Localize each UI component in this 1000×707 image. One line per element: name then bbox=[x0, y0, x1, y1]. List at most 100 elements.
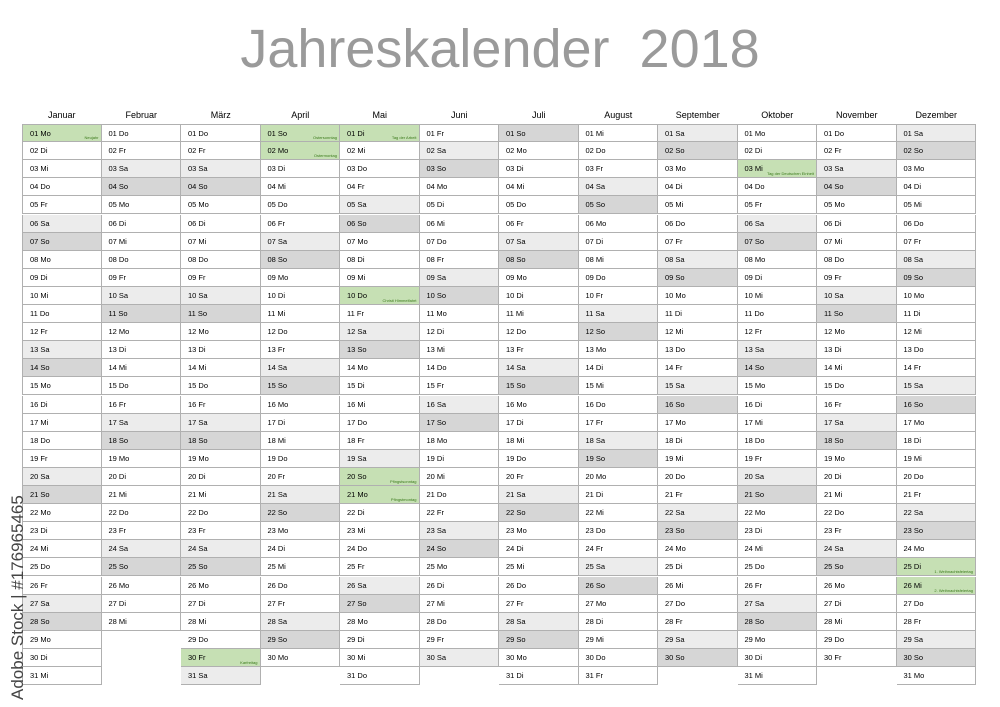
day-cell: 19 Mo bbox=[817, 449, 897, 468]
day-label: 31 Sa bbox=[188, 671, 208, 680]
day-label: 01 Do bbox=[824, 129, 845, 138]
day-label: 28 Mi bbox=[108, 616, 127, 626]
day-cell: 03 Sa bbox=[101, 160, 181, 179]
day-label: 06 Di bbox=[824, 218, 842, 228]
day-label: 27 So bbox=[347, 598, 367, 608]
day-label: 15 Do bbox=[188, 381, 209, 391]
day-label: 16 Fr bbox=[824, 399, 842, 409]
day-cell: 27 Mi bbox=[419, 594, 499, 613]
day-cell: 29 Mo bbox=[22, 630, 102, 649]
day-cell: 27 Sa bbox=[22, 594, 102, 613]
holiday-note: Tag der Deutschen Einheit bbox=[767, 171, 814, 177]
day-label: 28 Di bbox=[585, 616, 604, 626]
day-cell: 30 Fr bbox=[817, 648, 897, 667]
day-label: 13 Mo bbox=[585, 345, 607, 355]
day-label: 18 Di bbox=[903, 435, 922, 445]
day-cell: 18 Di bbox=[896, 431, 976, 450]
day-label: 20 Di bbox=[108, 471, 127, 481]
day-cell: 06 Mo bbox=[578, 214, 658, 233]
day-label: 17 Mi bbox=[30, 417, 49, 427]
day-cell: 31 Do bbox=[340, 667, 420, 686]
day-label: 25 So bbox=[108, 562, 129, 572]
day-cell: 25 Mo bbox=[419, 558, 499, 577]
day-label: 18 Mo bbox=[426, 435, 448, 445]
day-cell: 22 Do bbox=[817, 504, 897, 523]
day-cell: 07 Mi bbox=[101, 232, 181, 251]
day-cell: 29 So bbox=[499, 630, 579, 649]
day-label: 29 Mi bbox=[585, 634, 604, 644]
day-cell: 20 Di bbox=[817, 467, 897, 486]
day-label: 03 Fr bbox=[585, 164, 604, 174]
day-label: 20 Di bbox=[188, 471, 206, 481]
day-cell: 08 Mo bbox=[737, 250, 817, 269]
day-cell: 05 Fr bbox=[22, 196, 102, 215]
title: Jahreskalender 2018 bbox=[240, 19, 760, 79]
day-cell: 24 Fr bbox=[578, 540, 658, 559]
day-cell: 15 Mi bbox=[578, 377, 658, 396]
day-cell: 12 Fr bbox=[22, 323, 102, 342]
day-label: 21 Mo bbox=[347, 490, 368, 499]
day-label: 22 Di bbox=[347, 508, 365, 518]
day-cell: 30 Fr Karfreitag bbox=[181, 648, 261, 667]
day-label: 15 So bbox=[267, 381, 288, 391]
day-label: 16 Fr bbox=[188, 399, 206, 409]
month-name: Juli bbox=[531, 110, 546, 120]
day-label: 16 Di bbox=[744, 399, 763, 409]
day-label: 02 Di bbox=[744, 146, 763, 156]
day-label: 03 Sa bbox=[188, 164, 208, 174]
day-cell: 05 Mi bbox=[658, 196, 738, 215]
day-label: 11 Di bbox=[903, 309, 921, 318]
day-label: 26 Fr bbox=[744, 580, 763, 590]
day-label: 24 Sa bbox=[188, 544, 208, 554]
day-cell: 03 Mo bbox=[896, 160, 976, 179]
day-label: 06 Di bbox=[188, 218, 206, 228]
month-name: Juni bbox=[450, 110, 468, 120]
day-label: 30 Mi bbox=[347, 652, 366, 662]
day-label: 11 Mo bbox=[426, 309, 447, 318]
day-cell: 29 Mo bbox=[737, 630, 817, 649]
day-cell: 14 Do bbox=[419, 359, 499, 378]
day-cell: 28 Fr bbox=[658, 612, 738, 631]
day-cell: 18 Di bbox=[658, 431, 738, 450]
day-cell: 04 Mi bbox=[499, 178, 579, 197]
day-label: 18 Mi bbox=[267, 435, 286, 445]
holiday-note: Christi Himmelfahrt bbox=[382, 297, 417, 303]
day-label: 19 Di bbox=[426, 453, 445, 463]
day-cell: 12 Mi bbox=[658, 323, 738, 342]
day-cell: 28 Mo bbox=[340, 612, 420, 631]
day-cell: 29 Sa bbox=[658, 630, 738, 649]
day-cell: 29 Do bbox=[817, 630, 897, 649]
day-cell: 09 Di bbox=[22, 268, 102, 287]
day-label: 20 Sa bbox=[30, 471, 50, 481]
day-cell: 14 So bbox=[737, 359, 817, 378]
day-cell: 26 Mo bbox=[181, 576, 261, 595]
day-cell: 26 Mi bbox=[658, 576, 738, 595]
day-cell: 20 Mo bbox=[578, 467, 658, 486]
day-cell: 16 Di bbox=[22, 395, 102, 414]
day-label: 26 Mi bbox=[903, 580, 922, 590]
day-cell: 29 Di bbox=[340, 630, 420, 649]
day-label: 22 So bbox=[267, 508, 288, 518]
day-label: 28 Mo bbox=[347, 616, 368, 626]
day-label: 11 Di bbox=[665, 309, 682, 318]
holiday-note: Pfingstmontag bbox=[390, 497, 417, 503]
day-cell: 04 So bbox=[101, 178, 181, 197]
day-cell: 12 Do bbox=[499, 323, 579, 342]
day-label: 07 Mi bbox=[188, 236, 207, 246]
day-cell: 19 Fr bbox=[737, 449, 817, 468]
day-cell: 30 Di bbox=[22, 648, 102, 667]
day-label: 17 So bbox=[426, 417, 447, 427]
day-cell: 22 Mo bbox=[737, 504, 817, 523]
day-label: 15 Mo bbox=[30, 381, 51, 391]
day-label: 13 So bbox=[347, 345, 367, 355]
day-cell: 02 Fr bbox=[101, 142, 181, 161]
day-label: 04 So bbox=[188, 182, 208, 192]
day-label: 04 Fr bbox=[347, 182, 365, 192]
day-label: 07 So bbox=[30, 236, 50, 246]
day-cell: 17 Sa bbox=[817, 413, 897, 432]
day-label: 03 Di bbox=[506, 164, 524, 174]
day-cell: 07 Fr bbox=[658, 232, 738, 251]
day-label: 14 Sa bbox=[267, 363, 288, 373]
day-cell: 01 Do bbox=[181, 124, 261, 143]
day-cell: 23 Fr bbox=[817, 522, 897, 541]
